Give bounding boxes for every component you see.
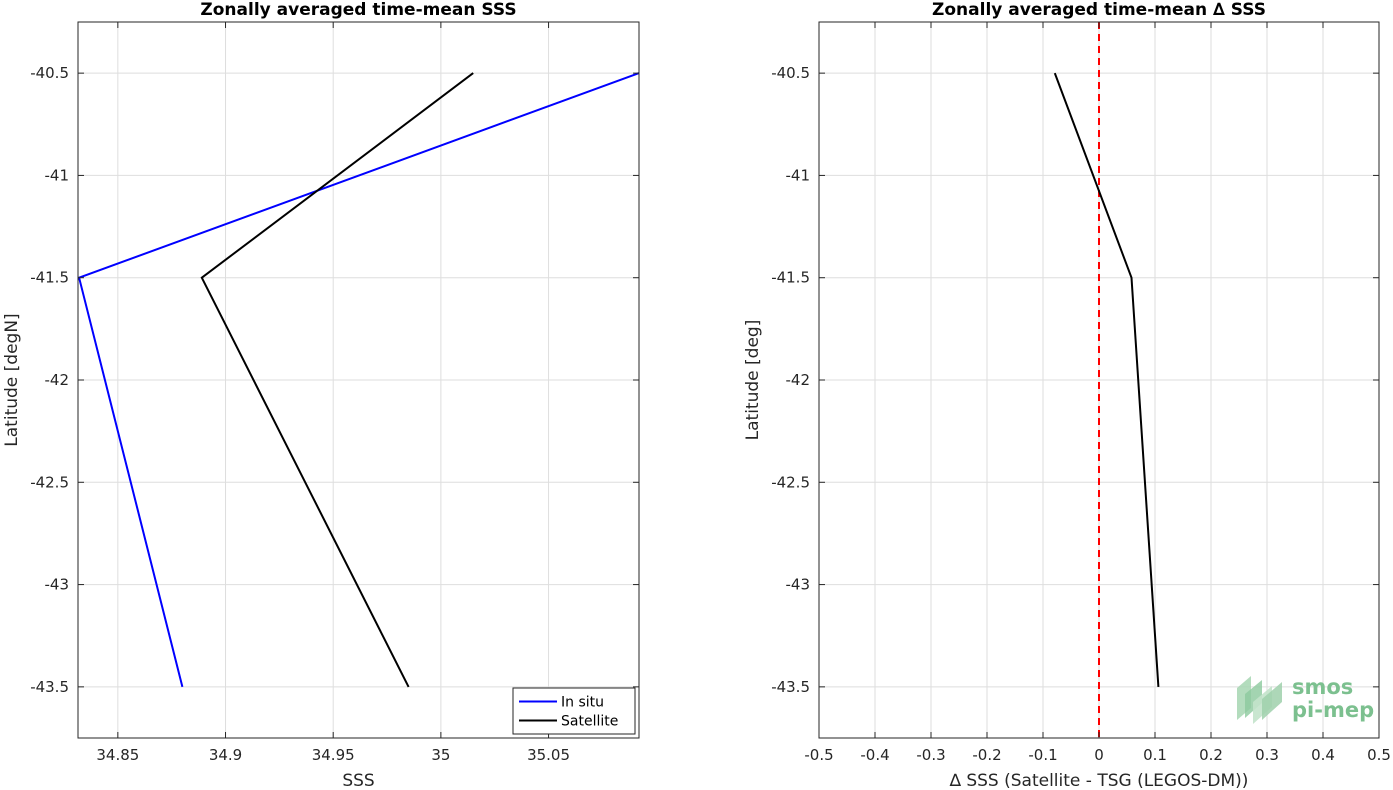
logo-line1: smos bbox=[1292, 675, 1353, 699]
y-tick-label: -40.5 bbox=[771, 64, 810, 82]
y-tick-label: -42 bbox=[45, 371, 70, 389]
logo-line2: pi-mep bbox=[1292, 698, 1374, 722]
x-tick-label: 34.95 bbox=[312, 746, 355, 764]
right-panel: -0.5 -0.4 -0.3 -0.2 -0.1 0 0.1 0.2 0.3 0.4 0.5 -43.… bbox=[743, 0, 1391, 790]
x-tick-label: 0.3 bbox=[1255, 746, 1279, 764]
y-tick-label: -42.5 bbox=[771, 473, 810, 491]
x-tick-label: -0.2 bbox=[972, 746, 1001, 764]
legend: In situ Satellite bbox=[512, 687, 636, 735]
series-line-satellite bbox=[200, 72, 474, 688]
x-tick-label: 34.85 bbox=[96, 746, 139, 764]
x-tick-label: -0.3 bbox=[916, 746, 945, 764]
y-tick-label: -42.5 bbox=[30, 473, 69, 491]
chart-title: Zonally averaged time-mean ∆ SSS bbox=[932, 0, 1266, 20]
legend-entry: In situ bbox=[561, 695, 604, 711]
x-tick-label: 0.4 bbox=[1311, 746, 1335, 764]
y-tick-label: -40.5 bbox=[30, 64, 69, 82]
x-tick-label: 35 bbox=[431, 746, 450, 764]
y-axis-label: Latitude [deg] bbox=[743, 320, 763, 441]
x-axis-label: SSS bbox=[342, 771, 374, 790]
y-tick-label: -43.5 bbox=[771, 678, 810, 696]
x-tick-label: -0.1 bbox=[1028, 746, 1057, 764]
y-tick-label: -43 bbox=[45, 576, 70, 594]
x-tick-label: 35.05 bbox=[527, 746, 570, 764]
chart-title: Zonally averaged time-mean SSS bbox=[200, 0, 516, 20]
x-tick-label: 0.2 bbox=[1199, 746, 1223, 764]
legend-entry: Satellite bbox=[561, 714, 618, 730]
y-tick-label: -42 bbox=[786, 371, 811, 389]
x-tick-label: 0.1 bbox=[1143, 746, 1167, 764]
x-axis-label: ∆ SSS (Satellite - TSG (LEGOS-DM)) bbox=[949, 771, 1249, 790]
legend-box bbox=[512, 687, 636, 735]
left-panel: 34.85 34.9 34.95 35 35.05 -43.5 -43 -42.5 -42 -41… bbox=[2, 0, 640, 790]
smos-pi-mep-logo: smos pi-mep bbox=[1237, 675, 1374, 724]
series-line-1 bbox=[1053, 72, 1160, 687]
x-tick-label: 0 bbox=[1094, 746, 1104, 764]
y-tick-label: -41 bbox=[786, 166, 811, 184]
y-axis-label: Latitude [degN] bbox=[2, 313, 22, 446]
x-tick-label: -0.4 bbox=[860, 746, 889, 764]
y-tick-label: -41.5 bbox=[30, 269, 69, 287]
y-tick-label: -43 bbox=[786, 576, 811, 594]
y-tick-label: -41 bbox=[45, 166, 70, 184]
x-tick-label: 34.9 bbox=[209, 746, 242, 764]
x-tick-label: -0.5 bbox=[804, 746, 833, 764]
x-tick-label: 0.5 bbox=[1367, 746, 1391, 764]
y-tick-label: -43.5 bbox=[30, 678, 69, 696]
y-tick-label: -41.5 bbox=[771, 269, 810, 287]
